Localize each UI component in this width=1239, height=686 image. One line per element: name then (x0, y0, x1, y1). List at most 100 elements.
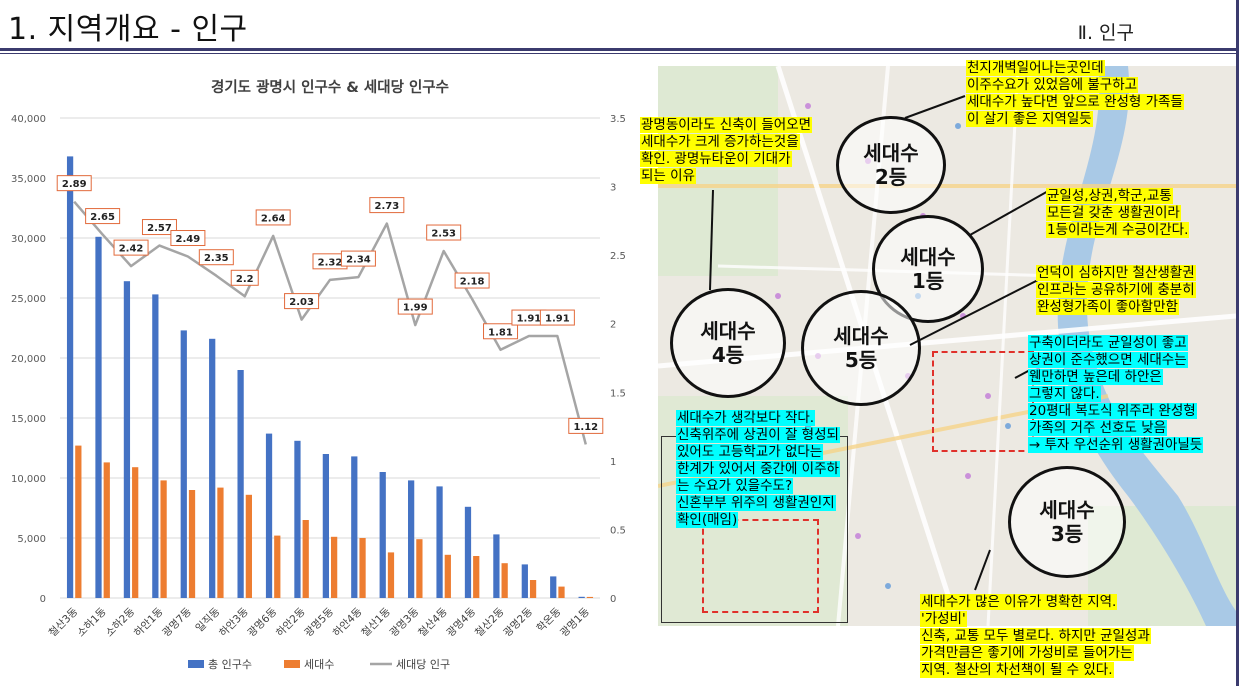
y-right-tick-label: 2.5 (610, 251, 626, 262)
circle-rank: 1등 (911, 269, 945, 293)
data-label: 1.81 (488, 327, 513, 338)
bar-households (75, 445, 82, 598)
legend-label: 총 인구수 (208, 658, 252, 671)
legend-swatch (188, 660, 204, 668)
y-left-tick-label: 15,000 (11, 414, 46, 425)
data-label-box (568, 417, 604, 434)
annotation-haan: 구축이더라도 균일성이 좋고 상권이 준수했으면 세대수는 웬만하면 높은데 하… (1028, 335, 1204, 454)
data-label: 1.91 (545, 314, 570, 325)
x-category-label: 철산2동 (473, 605, 507, 639)
legend-label: 세대당 인구 (396, 658, 450, 671)
bar-total-population (408, 480, 415, 598)
bar-households (245, 494, 252, 598)
data-label-box (113, 239, 149, 256)
annotation-line: 가족의 거주 선호도 낮음 (1028, 420, 1168, 436)
y-left-tick-label: 35,000 (11, 174, 46, 185)
x-category-label: 소하2동 (103, 605, 138, 640)
bar-total-population (180, 330, 187, 598)
bar-households (359, 538, 366, 598)
annotation-rank4: 세대수가 생각보다 작다. 신축위주에 상권이 잘 형성되 있어도 고등학교가 … (676, 410, 840, 529)
bar-total-population (493, 534, 500, 598)
data-label-box (397, 298, 433, 315)
bar-total-population (550, 576, 557, 598)
x-category-label: 철산3동 (47, 605, 81, 639)
y-right-tick-label: 3 (610, 183, 616, 194)
x-category-label: 하안3동 (216, 605, 251, 640)
y-left-tick-label: 20,000 (11, 354, 46, 365)
annotation-line: 완성형가족이 좋아할만함 (1036, 299, 1179, 315)
right-border (1236, 0, 1239, 686)
annotation-rank5: 언덕이 심하지만 철산생활권 인프라는 공유하기에 충분히 완성형가족이 좋아할… (1036, 265, 1196, 316)
circle-rank-5: 세대수 5등 (801, 290, 921, 406)
header-rule (0, 48, 1239, 51)
data-label: 2.42 (119, 244, 144, 255)
annotation-line: '가성비' (920, 611, 967, 627)
bar-total-population (521, 564, 528, 598)
data-label-box (255, 209, 291, 226)
data-label: 2.35 (204, 253, 229, 264)
bar-households (387, 552, 395, 598)
annotation-rank3: 세대수가 많은 이유가 명확한 지역. '가성비' 신축, 교통 모두 별로다.… (920, 594, 1151, 679)
y-right-tick-label: 0 (610, 594, 616, 605)
bar-households (529, 580, 537, 598)
x-category-label: 하안4동 (330, 605, 365, 640)
x-category-label: 광명1동 (558, 605, 592, 639)
annotation-line: 1등이라는게 수긍이간다. (1046, 222, 1190, 238)
data-label-box (141, 219, 177, 236)
x-category-label: 광명3동 (388, 605, 422, 639)
annotation-line: 세대수가 생각보다 작다. (676, 410, 816, 426)
y-left-tick-label: 5,000 (17, 534, 46, 545)
data-label-box (198, 249, 234, 266)
y-left-tick-label: 25,000 (11, 294, 46, 305)
y-left-tick-label: 0 (40, 594, 46, 605)
bar-households (416, 539, 423, 598)
bar-households (302, 520, 309, 598)
annotation-gwangmyeong: 광명동이라도 신축이 들어오면 세대수가 크게 증가하는것을 확인. 광명뉴타운… (640, 117, 813, 185)
y-right-tick-label: 1.5 (610, 388, 626, 399)
annotation-line: 광명동이라도 신축이 들어오면 (640, 117, 813, 133)
x-category-label: 광명5동 (302, 605, 336, 639)
annotation-line: 되는 이유 (640, 168, 696, 184)
data-label-box (483, 323, 519, 340)
bar-households (331, 536, 338, 598)
annotation-line: 모든걸 갖춘 생활권이라 (1046, 205, 1181, 221)
data-label: 2.49 (176, 234, 201, 245)
annotation-line: 웬만하면 높은데 하안은 (1028, 369, 1163, 385)
annotation-line: 그렇지 않다. (1028, 386, 1101, 402)
annotation-line: 신혼부부 위주의 생활권인지 (676, 495, 836, 511)
annotation-line: 세대수가 크게 증가하는것을 (640, 134, 800, 150)
annotation-line: 20평대 복도식 위주라 완성형 (1028, 403, 1197, 419)
x-category-label: 철산1동 (359, 605, 393, 639)
bar-households (160, 480, 167, 598)
bar-households (103, 462, 110, 598)
bar-households (217, 487, 224, 598)
bar-households (501, 563, 508, 598)
data-label: 1.91 (517, 314, 542, 325)
circle-label: 세대수 (1039, 498, 1095, 522)
circle-label: 세대수 (833, 324, 889, 348)
legend-label: 세대수 (304, 658, 334, 671)
annotation-line: 가격만큼은 좋기에 가성비로 들어가는 (920, 645, 1134, 661)
data-label-box (539, 309, 575, 326)
bar-total-population (436, 486, 443, 598)
bar-total-population (578, 596, 585, 598)
annotation-line: 구축이더라도 균일성이 좋고 (1028, 335, 1188, 351)
annotation-line: → 투자 우선순위 생활권아닐듯 (1028, 437, 1204, 453)
x-category-label: 하안2동 (273, 605, 308, 640)
data-label: 2.57 (147, 223, 172, 234)
annotation-line: 지역. 철산의 차선책이 될 수 있다. (920, 662, 1114, 678)
circle-rank-3: 세대수 3등 (1008, 466, 1126, 578)
bar-total-population (294, 440, 301, 598)
annotation-line: 확인(매임) (676, 512, 739, 528)
annotation-line: 균일성,상권,학군,교통 (1046, 188, 1173, 204)
bar-total-population (464, 506, 472, 598)
annotation-line: 이 살기 좋은 지역일듯 (966, 111, 1093, 127)
annotation-line: 있어도 고등학교가 없다는 (676, 444, 824, 460)
bar-total-population (379, 472, 386, 598)
header-rule-thin (0, 53, 1239, 54)
bar-total-population (351, 456, 358, 598)
annotation-line: 언덕이 심하지만 철산생활권 (1036, 265, 1196, 281)
data-label: 2.34 (346, 255, 371, 266)
data-label: 2.2 (236, 274, 254, 285)
line-persons-per-household (73, 200, 587, 445)
